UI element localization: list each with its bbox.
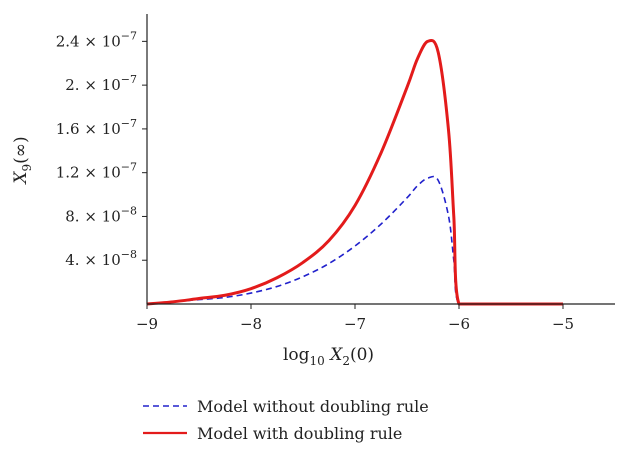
x-tick-label: −6: [448, 315, 470, 333]
series-line-with-doubling: [146, 38, 563, 306]
y-tick-label: 4. × 10−8: [65, 248, 137, 269]
x-tick-label: −8: [240, 315, 262, 333]
y-tick-label: 2. × 10−7: [65, 73, 137, 94]
y-axis-label: X9(∞): [11, 136, 34, 185]
legend-item-with-doubling: Model with doubling rule: [143, 424, 402, 443]
x-tick-label: −7: [344, 315, 366, 333]
plot-area: [146, 38, 563, 306]
x-tick-label: −9: [136, 315, 158, 333]
y-tick-label: 1.6 × 10−7: [56, 117, 137, 138]
series-line-without-doubling: [146, 175, 563, 305]
y-tick-label: 1.2 × 10−7: [56, 161, 137, 182]
legend-item-without-doubling: Model without doubling rule: [143, 397, 429, 416]
legend-label: Model without doubling rule: [197, 397, 429, 416]
legend: Model without doubling rule Model with do…: [143, 397, 429, 443]
legend-label: Model with doubling rule: [197, 424, 402, 443]
y-tick-label: 8. × 10−8: [65, 204, 137, 225]
y-tick-label: 2.4 × 10−7: [56, 29, 137, 50]
axis-labels: log10 X2(0) X9(∞): [11, 136, 374, 368]
x-tick-label: −5: [552, 315, 574, 333]
axes: −9 −8 −7 −6 −5 4. × 10−8 8. × 10−8 1.2 × 10−7 1.…: [56, 14, 615, 333]
x-axis-label: log10 X2(0): [283, 345, 374, 368]
